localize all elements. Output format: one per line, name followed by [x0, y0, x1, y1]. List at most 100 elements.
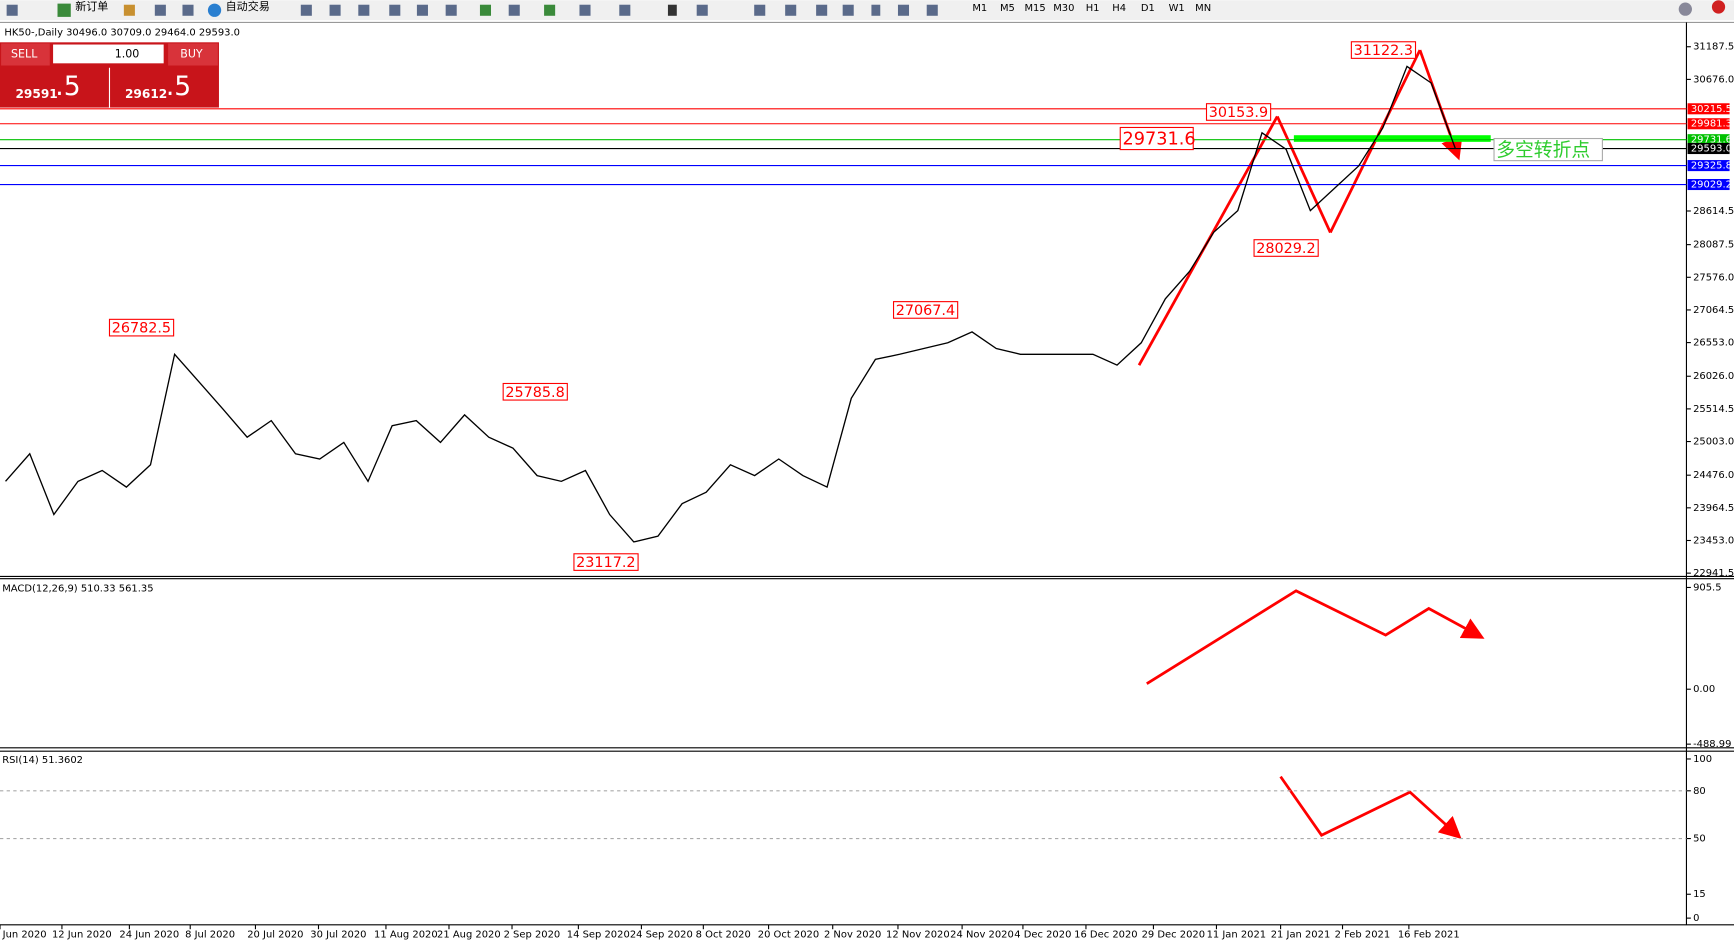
sell-pips[interactable]: .5: [55, 71, 80, 102]
price-annotation: 29731.6: [1122, 130, 1195, 150]
y-tick-label: 26553.0: [1693, 338, 1734, 349]
level-tag: [1687, 178, 1730, 191]
timeframe-button[interactable]: MN: [1195, 3, 1211, 14]
new-order-icon[interactable]: [57, 3, 71, 17]
timeframe-button[interactable]: H4: [1112, 3, 1126, 14]
date-label: 21 Jan 2021: [1271, 930, 1331, 941]
sell-label[interactable]: SELL: [11, 47, 38, 60]
rsi-tick-label: 100: [1693, 754, 1712, 765]
auto-trading-icon[interactable]: [207, 3, 222, 17]
price-annotation-box: [573, 553, 639, 571]
price-annotation-box: [502, 382, 568, 401]
y-tick-label: 24476.0: [1693, 470, 1734, 481]
macd-tick-label: 0.00: [1693, 684, 1715, 695]
y-tick-label: 31187.5: [1693, 42, 1734, 53]
y-tick-label: 28087.5: [1693, 240, 1734, 251]
date-label: 11 Aug 2020: [374, 930, 438, 941]
level-tag-label: 30215.5: [1691, 104, 1732, 115]
lot-value[interactable]: 1.00: [115, 47, 140, 60]
note-box: [1493, 137, 1603, 162]
macd-label: MACD(12,26,9) 510.33 561.35: [2, 584, 153, 595]
y-tick-label: 28614.5: [1693, 206, 1734, 217]
buy-price[interactable]: 29612: [125, 87, 167, 101]
notification-badge[interactable]: [1711, 0, 1726, 14]
date-label: 2 Nov 2020: [824, 930, 881, 941]
y-tick-label: 27064.5: [1693, 305, 1734, 316]
price-annotation: 27067.4: [896, 303, 955, 319]
y-tick-label: 25514.5: [1693, 404, 1734, 415]
timeframe-button[interactable]: M30: [1053, 3, 1074, 14]
price-annotation: 25785.8: [505, 385, 564, 401]
buy-pips[interactable]: .5: [166, 71, 191, 102]
auto-trading[interactable]: 自动交易: [226, 0, 270, 13]
y-tick-label: 22941.5: [1693, 568, 1734, 579]
date-label: 2 Sep 2020: [504, 930, 561, 941]
sell-price[interactable]: 29591: [15, 87, 57, 101]
price-line: [5, 65, 1456, 543]
macd-tick-label: 905.5: [1693, 582, 1721, 593]
level-tag: [1687, 143, 1730, 155]
level-tag-label: 29029.2: [1691, 180, 1732, 191]
rsi-tick-label: 50: [1693, 834, 1706, 845]
date-label: 14 Sep 2020: [567, 930, 630, 941]
chart-header: HK50-,Daily 30496.0 30709.0 29464.0 2959…: [4, 27, 240, 38]
level-tag: [1687, 160, 1730, 172]
toolbar: [0, 0, 1734, 21]
level-tag: [1687, 118, 1730, 130]
price-annotation: 26782.5: [112, 321, 171, 337]
price-annotation-box: [1350, 41, 1417, 59]
date-label: 20 Jul 2020: [247, 930, 303, 941]
date-label: 24 Nov 2020: [950, 930, 1014, 941]
price-annotation: 28029.2: [1256, 241, 1315, 257]
trend-arrows: [1137, 49, 1485, 839]
timeframe-button[interactable]: M5: [1000, 3, 1015, 14]
tool-icons: [6, 4, 938, 16]
order-panel: SELL 1.00 BUY 29591 .5 29612 .5: [0, 42, 219, 108]
level-tag-label: 29325.8: [1691, 161, 1732, 172]
price-annotation: 30153.9: [1209, 105, 1268, 121]
date-label: 30 Jul 2020: [310, 930, 366, 941]
date-label: 12 Jun 2020: [52, 930, 112, 941]
rsi-tick-label: 80: [1693, 786, 1706, 797]
y-tick-label: 25003.0: [1693, 437, 1734, 448]
lot-input[interactable]: [53, 44, 164, 64]
level-tag-label: 29731.6: [1691, 135, 1732, 146]
date-label: 4 Dec 2020: [1014, 930, 1071, 941]
timeframe-button[interactable]: W1: [1169, 3, 1185, 14]
y-tick-label: 30676.0: [1693, 74, 1734, 85]
level-tag: [1687, 134, 1730, 146]
sell-button[interactable]: [1, 43, 50, 66]
date-label: 8 Oct 2020: [696, 930, 751, 941]
level-tag: [1687, 103, 1730, 115]
timeframe-button[interactable]: D1: [1141, 3, 1155, 14]
price-annotation: 31122.3: [1354, 43, 1413, 59]
search-icon[interactable]: [1678, 2, 1692, 16]
pivot-note: 多空转折点: [1496, 139, 1590, 161]
y-tick-label: 26026.0: [1693, 371, 1734, 382]
level-tag-label: 29593.0: [1691, 144, 1732, 155]
date-label: 12 Nov 2020: [886, 930, 950, 941]
date-label: 1 Jun 2020: [0, 930, 47, 941]
y-tick-label: 23964.5: [1693, 503, 1734, 514]
timeframe-button[interactable]: H1: [1086, 3, 1100, 14]
date-label: 24 Sep 2020: [630, 930, 693, 941]
buy-button[interactable]: [168, 43, 218, 66]
date-label: 16 Dec 2020: [1074, 930, 1137, 941]
price-annotation: 23117.2: [576, 555, 635, 571]
timeframe-button[interactable]: M1: [972, 3, 987, 14]
price-annotation-box: [892, 301, 959, 319]
new-order[interactable]: 新订单: [75, 0, 108, 13]
rsi-label: RSI(14) 51.3602: [2, 755, 83, 766]
date-label: 11 Jan 2021: [1207, 930, 1267, 941]
price-annotation-box: [1253, 239, 1319, 257]
pivot-bar: [1293, 135, 1491, 142]
date-label: 29 Dec 2020: [1142, 930, 1205, 941]
timeframe-button[interactable]: M15: [1024, 3, 1045, 14]
date-label: 24 Jun 2020: [119, 930, 179, 941]
price-annotation-box: [1119, 126, 1194, 151]
y-tick-label: 27576.0: [1693, 272, 1734, 283]
date-label: 8 Jul 2020: [185, 930, 235, 941]
buy-label[interactable]: BUY: [180, 47, 203, 60]
